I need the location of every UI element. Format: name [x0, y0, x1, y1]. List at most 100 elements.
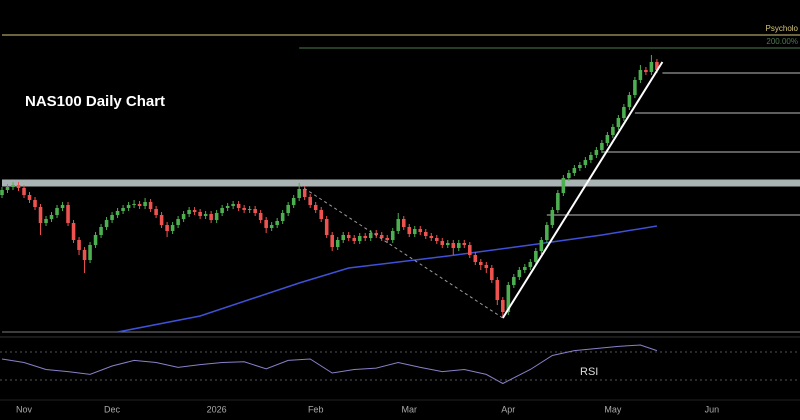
rsi-line: [1, 344, 658, 385]
candle-body: [176, 219, 180, 225]
candle-body: [468, 245, 472, 255]
x-tick-label: Feb: [308, 404, 324, 414]
candle-body: [401, 219, 406, 227]
candle-body: [33, 200, 37, 207]
candle-body: [280, 213, 285, 221]
candle-body: [556, 193, 560, 210]
candle-body: [627, 95, 632, 107]
candle-body: [148, 202, 153, 209]
candle-body: [357, 236, 362, 241]
candle-body: [594, 150, 599, 155]
candle-body: [484, 265, 489, 268]
candle-body: [644, 70, 648, 72]
candle-body: [445, 243, 450, 245]
candle-body: [396, 219, 401, 231]
candle-body: [649, 62, 654, 72]
candle-body: [335, 240, 340, 247]
candle-body: [126, 205, 131, 208]
candle-body: [572, 168, 577, 173]
candle-body: [512, 277, 516, 285]
x-tick-label: 2026: [207, 404, 227, 414]
candle-body: [137, 204, 142, 206]
candle-body: [473, 255, 478, 262]
candle-body: [231, 204, 235, 206]
candle-body: [517, 270, 522, 277]
candle-body: [539, 240, 544, 251]
candle-body: [264, 220, 268, 228]
candle-body: [550, 210, 555, 225]
candle-body: [198, 212, 202, 216]
candle-body: [523, 267, 527, 270]
candle-body: [203, 214, 208, 216]
candle-body: [611, 127, 615, 135]
candle-body: [66, 205, 70, 223]
candle-body: [319, 210, 323, 219]
candle-body: [214, 213, 219, 220]
candle-body: [363, 236, 368, 238]
candle-body: [534, 251, 538, 262]
candle-body: [27, 195, 32, 200]
candle-body: [247, 209, 252, 210]
candle-body: [253, 209, 257, 213]
candle-body: [181, 214, 186, 219]
candle-body: [209, 214, 213, 220]
candle-body: [578, 165, 582, 168]
candle-body: [286, 205, 290, 213]
x-tick-label: Mar: [402, 404, 418, 414]
candle-body: [269, 225, 274, 228]
candle-body: [490, 268, 494, 280]
candle-body: [192, 210, 197, 212]
candle-body: [143, 202, 147, 206]
candle-body: [412, 229, 417, 234]
candle-body: [324, 219, 329, 235]
rsi-title: RSI: [580, 366, 598, 378]
candle-body: [440, 241, 445, 245]
moving-average: [117, 225, 658, 333]
candle-body: [115, 211, 120, 215]
trendline: [501, 61, 664, 319]
candle-body: [352, 238, 357, 241]
candle-body: [165, 225, 169, 231]
candle-body: [330, 235, 334, 247]
candle-body: [88, 245, 92, 260]
candle-body: [616, 118, 621, 127]
candle-body: [374, 233, 379, 235]
candle-body: [93, 235, 98, 245]
candle-body: [44, 219, 48, 223]
candle-body: [390, 231, 395, 240]
chart-title: NAS100 Daily Chart: [25, 93, 165, 110]
candle-body: [506, 285, 511, 312]
candle-body: [308, 197, 312, 205]
candle-body: [60, 205, 65, 208]
candle-body: [567, 173, 571, 178]
x-tick-label: Jun: [705, 404, 720, 414]
candle-body: [605, 135, 610, 143]
candle-body: [275, 221, 279, 225]
candle-body: [583, 160, 588, 165]
x-tick-label: Dec: [104, 404, 121, 414]
candle-body: [132, 204, 136, 205]
candle-body: [258, 213, 263, 220]
candle-body: [423, 232, 428, 236]
trendline: [298, 184, 504, 319]
candle-body: [82, 250, 87, 260]
candle-body: [104, 220, 109, 227]
candle-body: [291, 198, 296, 205]
candle-body: [479, 262, 483, 265]
candle-body: [462, 243, 467, 245]
candle-body: [71, 223, 76, 240]
candle-body: [528, 262, 533, 267]
candle-body: [236, 204, 241, 208]
candle-body: [655, 62, 659, 70]
candle-body: [38, 207, 43, 223]
candle-body: [11, 185, 15, 187]
candle-body: [545, 225, 549, 240]
candle-body: [77, 240, 81, 250]
candle-body: [0, 190, 4, 195]
candle-body: [600, 143, 604, 150]
level-label: 200.00%: [766, 37, 798, 46]
candle-body: [407, 227, 412, 234]
